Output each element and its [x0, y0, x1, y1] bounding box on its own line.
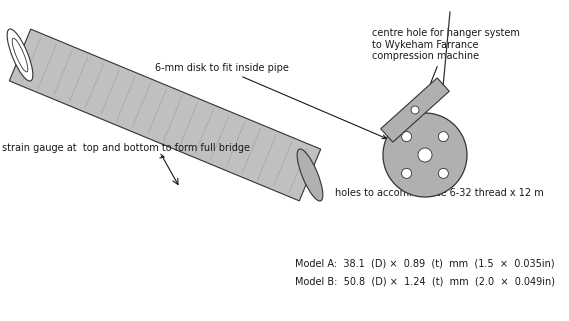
Circle shape [411, 106, 419, 114]
Text: Model A:  38.1  (D) ×  0.89  (t)  mm  (1.5  ×  0.035in): Model A: 38.1 (D) × 0.89 (t) mm (1.5 × 0… [295, 258, 555, 268]
Circle shape [402, 169, 411, 178]
Text: strain gauge at  top and bottom to form full bridge: strain gauge at top and bottom to form f… [2, 143, 250, 158]
Text: holes to accommodate 6-32 thread x 12 m: holes to accommodate 6-32 thread x 12 m [335, 179, 544, 198]
Polygon shape [381, 78, 450, 142]
Ellipse shape [12, 38, 28, 72]
Text: centre hole for hanger system
to Wykeham Farrance
compression machine: centre hole for hanger system to Wykeham… [372, 28, 520, 106]
Circle shape [418, 148, 432, 162]
Ellipse shape [7, 29, 33, 81]
Circle shape [402, 132, 411, 142]
Ellipse shape [297, 149, 323, 201]
Circle shape [438, 132, 448, 142]
Circle shape [438, 169, 448, 178]
Polygon shape [9, 29, 321, 201]
Text: Model B:  50.8  (D) ×  1.24  (t)  mm  (2.0  ×  0.049in): Model B: 50.8 (D) × 1.24 (t) mm (2.0 × 0… [295, 276, 555, 286]
Text: 6-mm disk to fit inside pipe: 6-mm disk to fit inside pipe [155, 63, 386, 139]
Circle shape [383, 113, 467, 197]
